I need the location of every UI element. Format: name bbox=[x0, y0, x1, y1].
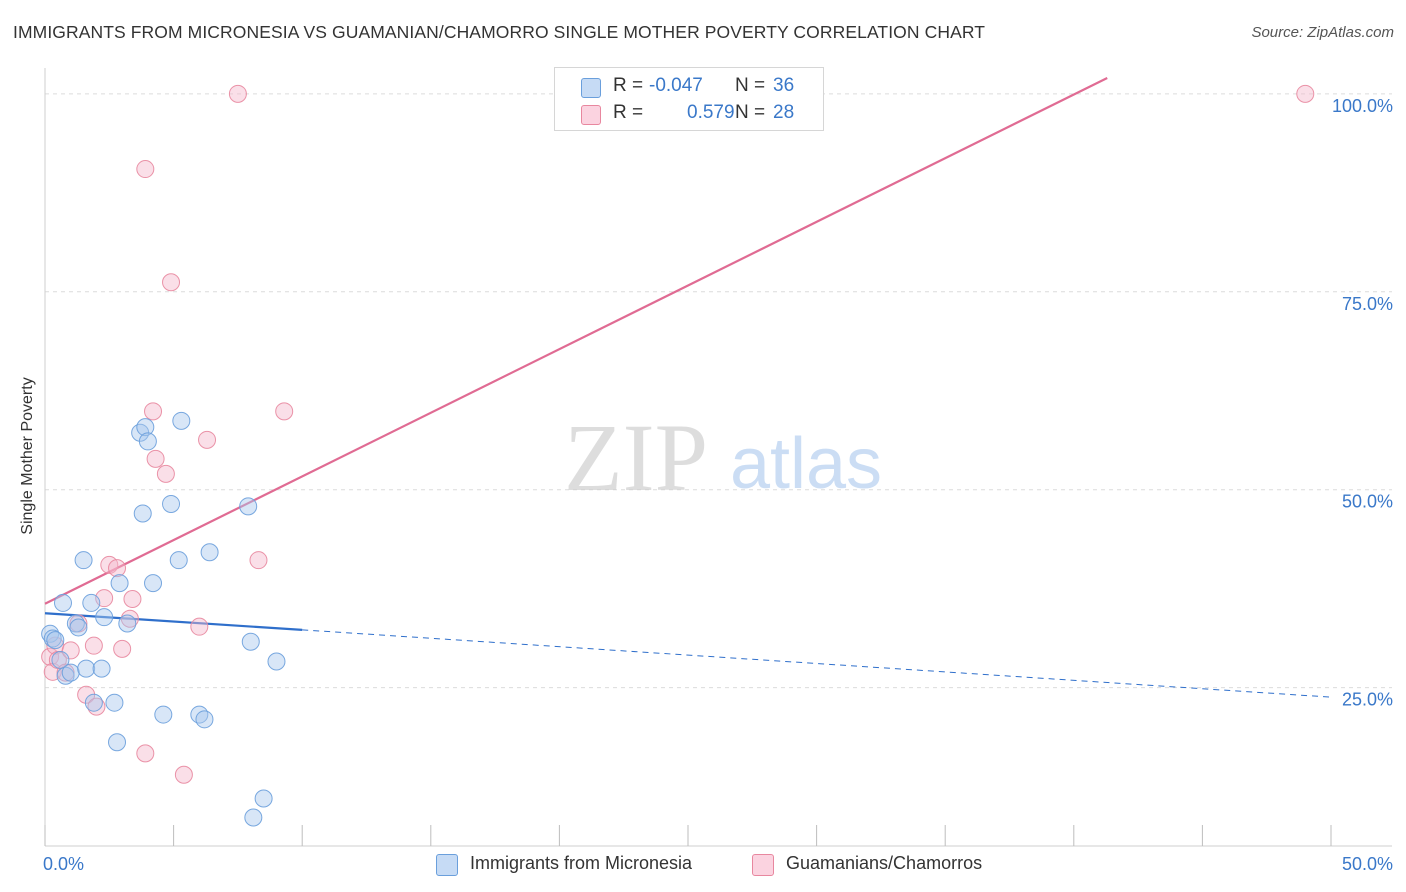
guamanian-point bbox=[144, 402, 163, 421]
micronesia-point bbox=[190, 705, 209, 724]
guamanian-point bbox=[198, 430, 217, 449]
guamanian-point bbox=[120, 609, 139, 628]
source-credit: Source: ZipAtlas.com bbox=[1251, 24, 1394, 41]
micronesia-point bbox=[92, 659, 111, 678]
axes bbox=[44, 68, 1392, 847]
micronesia-point bbox=[144, 574, 163, 593]
y-tick-label: 25.0% bbox=[1342, 690, 1393, 710]
micronesia-point bbox=[154, 705, 173, 724]
guamanian-point bbox=[146, 449, 165, 468]
chart-title: IMMIGRANTS FROM MICRONESIA VS GUAMANIAN/… bbox=[13, 22, 986, 42]
micronesia-point bbox=[254, 789, 273, 808]
guamanian-point bbox=[275, 402, 294, 421]
data-points bbox=[41, 84, 1315, 827]
micronesia-trend-extension bbox=[302, 629, 1332, 698]
y-axis-label: Single Mother Poverty bbox=[19, 377, 36, 535]
trend-lines bbox=[44, 77, 1332, 698]
micronesia-point bbox=[82, 593, 101, 612]
micronesia-point bbox=[105, 693, 124, 712]
legend-label: Immigrants from Micronesia bbox=[470, 853, 693, 873]
watermark-zip: ZIP bbox=[564, 404, 708, 511]
guamanian-point bbox=[174, 765, 193, 784]
micronesia-point bbox=[239, 497, 258, 516]
micronesia-point bbox=[267, 652, 286, 671]
gridlines bbox=[45, 93, 1392, 689]
micronesia-swatch bbox=[581, 78, 601, 98]
series-legend: Immigrants from Micronesia Guamanians/Ch… bbox=[0, 852, 1406, 878]
r-value: 0.579 bbox=[687, 102, 735, 123]
watermark: ZIP atlas bbox=[564, 404, 882, 511]
guamanian-point bbox=[190, 617, 209, 636]
micronesia-point bbox=[69, 618, 88, 637]
micronesia-point bbox=[108, 733, 127, 752]
micronesia-point bbox=[77, 659, 96, 678]
micronesia-point bbox=[95, 608, 114, 627]
micronesia-point bbox=[54, 593, 73, 612]
guamanian-point bbox=[1296, 84, 1315, 103]
guamanian-point bbox=[136, 744, 155, 763]
guamanian-point bbox=[162, 273, 181, 292]
micronesia-point bbox=[200, 543, 219, 562]
guamanian-swatch bbox=[581, 105, 601, 125]
micronesia-point bbox=[136, 418, 155, 437]
micronesia-point bbox=[74, 551, 93, 570]
micronesia-point bbox=[138, 432, 157, 451]
guamanian-point bbox=[249, 551, 268, 570]
x-tick-label: 0.0% bbox=[43, 854, 84, 874]
y-tick-label: 75.0% bbox=[1342, 294, 1393, 314]
micronesia-point bbox=[241, 632, 260, 651]
r-label: R = bbox=[613, 102, 644, 123]
micronesia-point bbox=[118, 614, 137, 633]
micronesia-point bbox=[162, 494, 181, 513]
guamanian-trend-line bbox=[44, 77, 1108, 605]
micronesia-trend-line bbox=[44, 612, 303, 631]
guamanian-point bbox=[113, 639, 132, 658]
micronesia-point bbox=[172, 411, 191, 430]
guamanian-point bbox=[61, 641, 80, 660]
n-value: 36 bbox=[773, 75, 795, 96]
micronesia-point bbox=[244, 808, 263, 827]
x-tick-label: 50.0% bbox=[1342, 854, 1393, 874]
micronesia-point bbox=[84, 693, 103, 712]
guamanian-point bbox=[228, 84, 247, 103]
guamanian-point bbox=[136, 160, 155, 179]
guamanian-point bbox=[77, 685, 96, 704]
y-tick-label: 50.0% bbox=[1342, 492, 1393, 512]
tick-labels: 25.0% 50.0% 75.0% 100.0% 0.0% 50.0% bbox=[43, 96, 1393, 874]
r-value: -0.047 bbox=[649, 75, 703, 96]
micronesia-point bbox=[110, 574, 129, 593]
n-label: N = bbox=[735, 102, 766, 123]
micronesia-legend-swatch bbox=[436, 854, 458, 876]
guamanian-point bbox=[123, 589, 142, 608]
micronesia-point bbox=[56, 666, 75, 685]
watermark-atlas: atlas bbox=[730, 424, 882, 504]
n-label: N = bbox=[735, 75, 766, 96]
guamanian-point bbox=[84, 636, 103, 655]
micronesia-point bbox=[46, 631, 65, 650]
n-value: 28 bbox=[773, 102, 795, 123]
micronesia-point bbox=[61, 663, 80, 682]
micronesia-point bbox=[195, 710, 214, 729]
y-tick-label: 100.0% bbox=[1332, 96, 1393, 116]
micronesia-point bbox=[169, 551, 188, 570]
r-label: R = bbox=[613, 75, 644, 96]
legend-label: Guamanians/Chamorros bbox=[786, 853, 983, 873]
guamanian-point bbox=[108, 559, 127, 578]
stats-legend: R = -0.047 N = 36 R = 0.579 N = 28 bbox=[554, 67, 824, 131]
micronesia-point bbox=[133, 504, 152, 523]
guamanian-legend-swatch bbox=[752, 854, 774, 876]
guamanian-point bbox=[156, 464, 175, 483]
